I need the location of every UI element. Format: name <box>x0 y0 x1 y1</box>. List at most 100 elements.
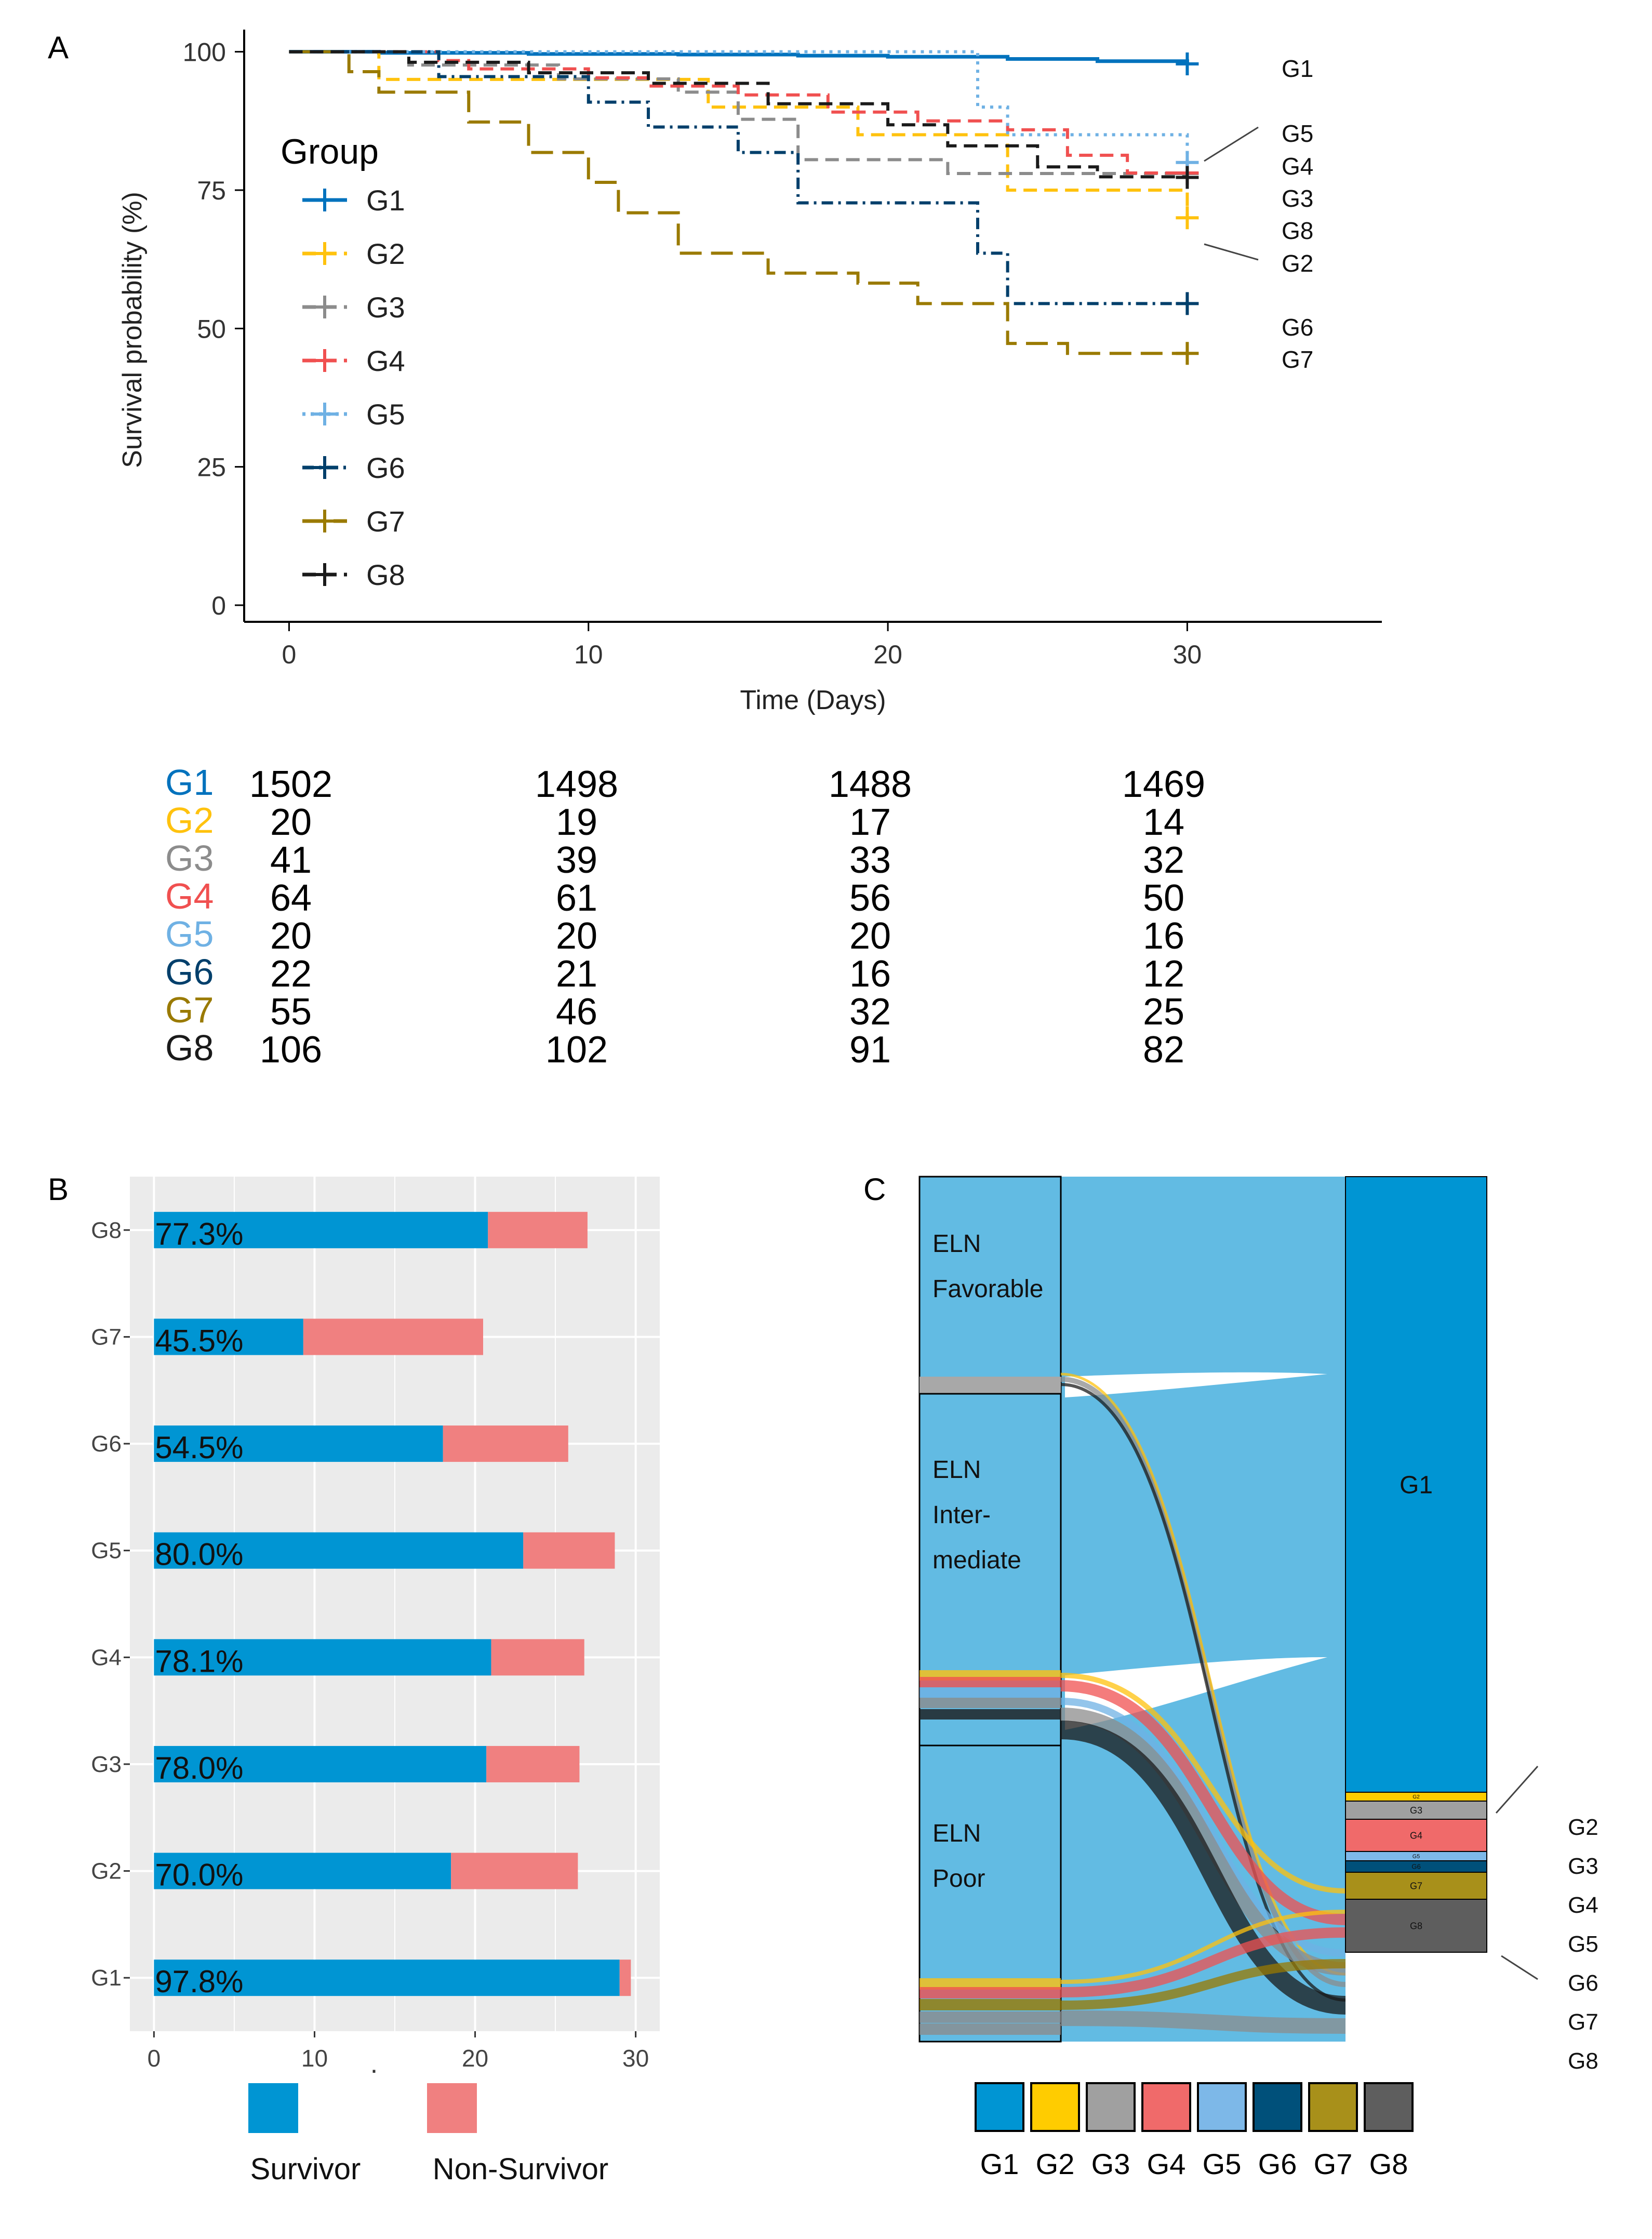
bar-legend-swatch-non-survivor <box>427 2083 477 2133</box>
sankey-right-node-label: G1 <box>1400 1471 1433 1499</box>
sankey-leader-line <box>1495 1766 1539 1814</box>
risk-cell: 20 <box>270 802 312 843</box>
risk-table: G1 1502 1498 1488 1469 G2 20 19 17 14 G3 41 39 33 32 G4… <box>165 762 1205 1071</box>
sankey-outside-label: G3 <box>1568 1854 1598 1879</box>
km-x-tick-label: 30 <box>1173 640 1202 669</box>
sankey-chart: ELN Favorable ELN Inter-mediate ELN Poor G1 G2 G… <box>918 1176 1598 2180</box>
bar-chart: 77.3% 45.5% 54.5% 80.0% 78.1% 78.0% 70.0% 97.8%… <box>91 1177 660 2186</box>
panel-label-b: B <box>48 1172 69 1207</box>
bar-percent-label-g5: 80.0% <box>155 1537 243 1572</box>
km-legend-label-g8: G8 <box>366 558 405 591</box>
sankey-right-node-label: G5 <box>1413 1854 1420 1860</box>
bar-y-tick-label: G6 <box>91 1431 122 1457</box>
km-legend-label-g5: G5 <box>366 398 405 431</box>
sankey-right-node-g7 <box>1345 1872 1487 1900</box>
km-right-label: G5 <box>1282 120 1313 147</box>
km-legend-mark-g1 <box>313 189 336 211</box>
sankey-left-band <box>920 1677 1061 1687</box>
sankey-outside-label: G6 <box>1568 1970 1598 1996</box>
bar-segment-g2-non-survivor <box>451 1852 578 1889</box>
sankey-left-band <box>920 1698 1061 1708</box>
sankey-legend-label-g2: G2 <box>1036 2148 1075 2180</box>
sankey-outside-label: G2 <box>1568 1815 1598 1840</box>
km-leader-line <box>1204 126 1259 162</box>
risk-cell: 39 <box>556 839 597 881</box>
bar-x-axis-label: . <box>370 2049 378 2079</box>
risk-cell: 91 <box>849 1029 891 1071</box>
km-curve-g6 <box>289 50 1188 305</box>
risk-cell: 20 <box>556 915 597 957</box>
bar-segment-g1-non-survivor <box>619 1960 631 1996</box>
sankey-right-node-g8 <box>1345 1899 1487 1953</box>
sankey-leader-line <box>1501 1955 1538 1980</box>
risk-row-group-g8: G8 <box>165 1028 214 1068</box>
sankey-right-node-g3 <box>1345 1801 1487 1820</box>
bar-percent-label-g6: 54.5% <box>155 1430 243 1465</box>
sankey-legend-swatch-g5 <box>1197 2082 1247 2132</box>
km-right-label: G6 <box>1282 314 1313 341</box>
sankey-left-band <box>920 1999 1061 2010</box>
sankey-flow <box>1060 1927 1346 1997</box>
sankey-left-node-label: ELN <box>932 1456 981 1484</box>
bar-y-tick-label: G7 <box>91 1324 122 1350</box>
bar-y-tick-label: G2 <box>91 1859 122 1884</box>
risk-row-group-g2: G2 <box>165 800 214 841</box>
sankey-legend-label-g7: G7 <box>1314 2148 1353 2180</box>
bar-segment-g5-non-survivor <box>523 1532 615 1569</box>
km-legend-label-g7: G7 <box>366 505 405 538</box>
risk-cell: 20 <box>849 915 891 957</box>
sankey-right-node-label: G4 <box>1410 1830 1422 1841</box>
bar-segment-g1-survivor <box>154 1960 620 1996</box>
sankey-left-node-label: ELN <box>932 1820 981 1847</box>
sankey-legend-swatch-g8 <box>1364 2082 1414 2132</box>
risk-cell: 25 <box>1143 991 1184 1033</box>
risk-cell: 1469 <box>1122 764 1205 805</box>
sankey-outside-label: G5 <box>1568 1931 1598 1957</box>
sankey-left-node-label: Poor <box>932 1865 985 1893</box>
km-y-tick-label: 50 <box>197 314 226 343</box>
risk-row-group-g7: G7 <box>165 990 214 1030</box>
risk-cell: 61 <box>556 877 597 919</box>
km-right-label: G7 <box>1282 346 1313 373</box>
km-curve-g1 <box>289 50 1189 64</box>
bar-x-tick-label: 10 <box>301 2045 328 2072</box>
bar-x-tick-label: 20 <box>462 2045 488 2072</box>
risk-cell: 64 <box>270 877 312 919</box>
sankey-right-node-label: G6 <box>1411 1863 1421 1871</box>
risk-cell: 32 <box>849 991 891 1033</box>
sankey-legend-swatch-g1 <box>975 2082 1024 2132</box>
risk-cell: 19 <box>556 802 597 843</box>
sankey-flow-gap <box>1065 1372 1327 1397</box>
bar-segment-g5-survivor <box>154 1532 524 1569</box>
risk-cell: 16 <box>849 953 891 995</box>
risk-cell: 33 <box>849 839 891 881</box>
sankey-flow <box>1060 1959 1346 2010</box>
bar-segment-g3-survivor <box>154 1745 487 1782</box>
sankey-flow <box>1060 1910 1346 1984</box>
risk-cell: 16 <box>1143 915 1184 957</box>
risk-cell: 32 <box>1143 839 1184 881</box>
sankey-legend-swatch-g2 <box>1030 2082 1080 2132</box>
risk-cell: 55 <box>270 991 312 1033</box>
sankey-legend-swatch-g3 <box>1086 2082 1136 2132</box>
bar-segment-g2-survivor <box>154 1852 451 1889</box>
risk-cell: 1502 <box>249 764 332 805</box>
risk-cell: 102 <box>545 1029 608 1071</box>
bar-y-tick-label: G4 <box>91 1645 122 1670</box>
bar-x-tick-label: 30 <box>622 2045 649 2072</box>
bar-segment-g8-survivor <box>154 1211 488 1248</box>
sankey-flow-area <box>1061 1177 1345 2042</box>
bar-legend-swatch-survivor <box>248 2083 298 2133</box>
sankey-outside-label: G8 <box>1568 2048 1598 2074</box>
km-curve-g2 <box>289 50 1189 218</box>
risk-row-group-g6: G6 <box>165 952 214 992</box>
km-x-tick-label: 0 <box>282 640 297 669</box>
km-censor-mark-g7 <box>1176 342 1199 365</box>
km-right-label: G2 <box>1282 250 1313 277</box>
km-censor-mark-g1 <box>1176 52 1199 76</box>
sankey-left-band <box>920 1709 1061 1720</box>
bar-legend-label-non-survivor: Non-Survivor <box>433 2152 608 2186</box>
risk-row-group-g1: G1 <box>165 762 214 803</box>
